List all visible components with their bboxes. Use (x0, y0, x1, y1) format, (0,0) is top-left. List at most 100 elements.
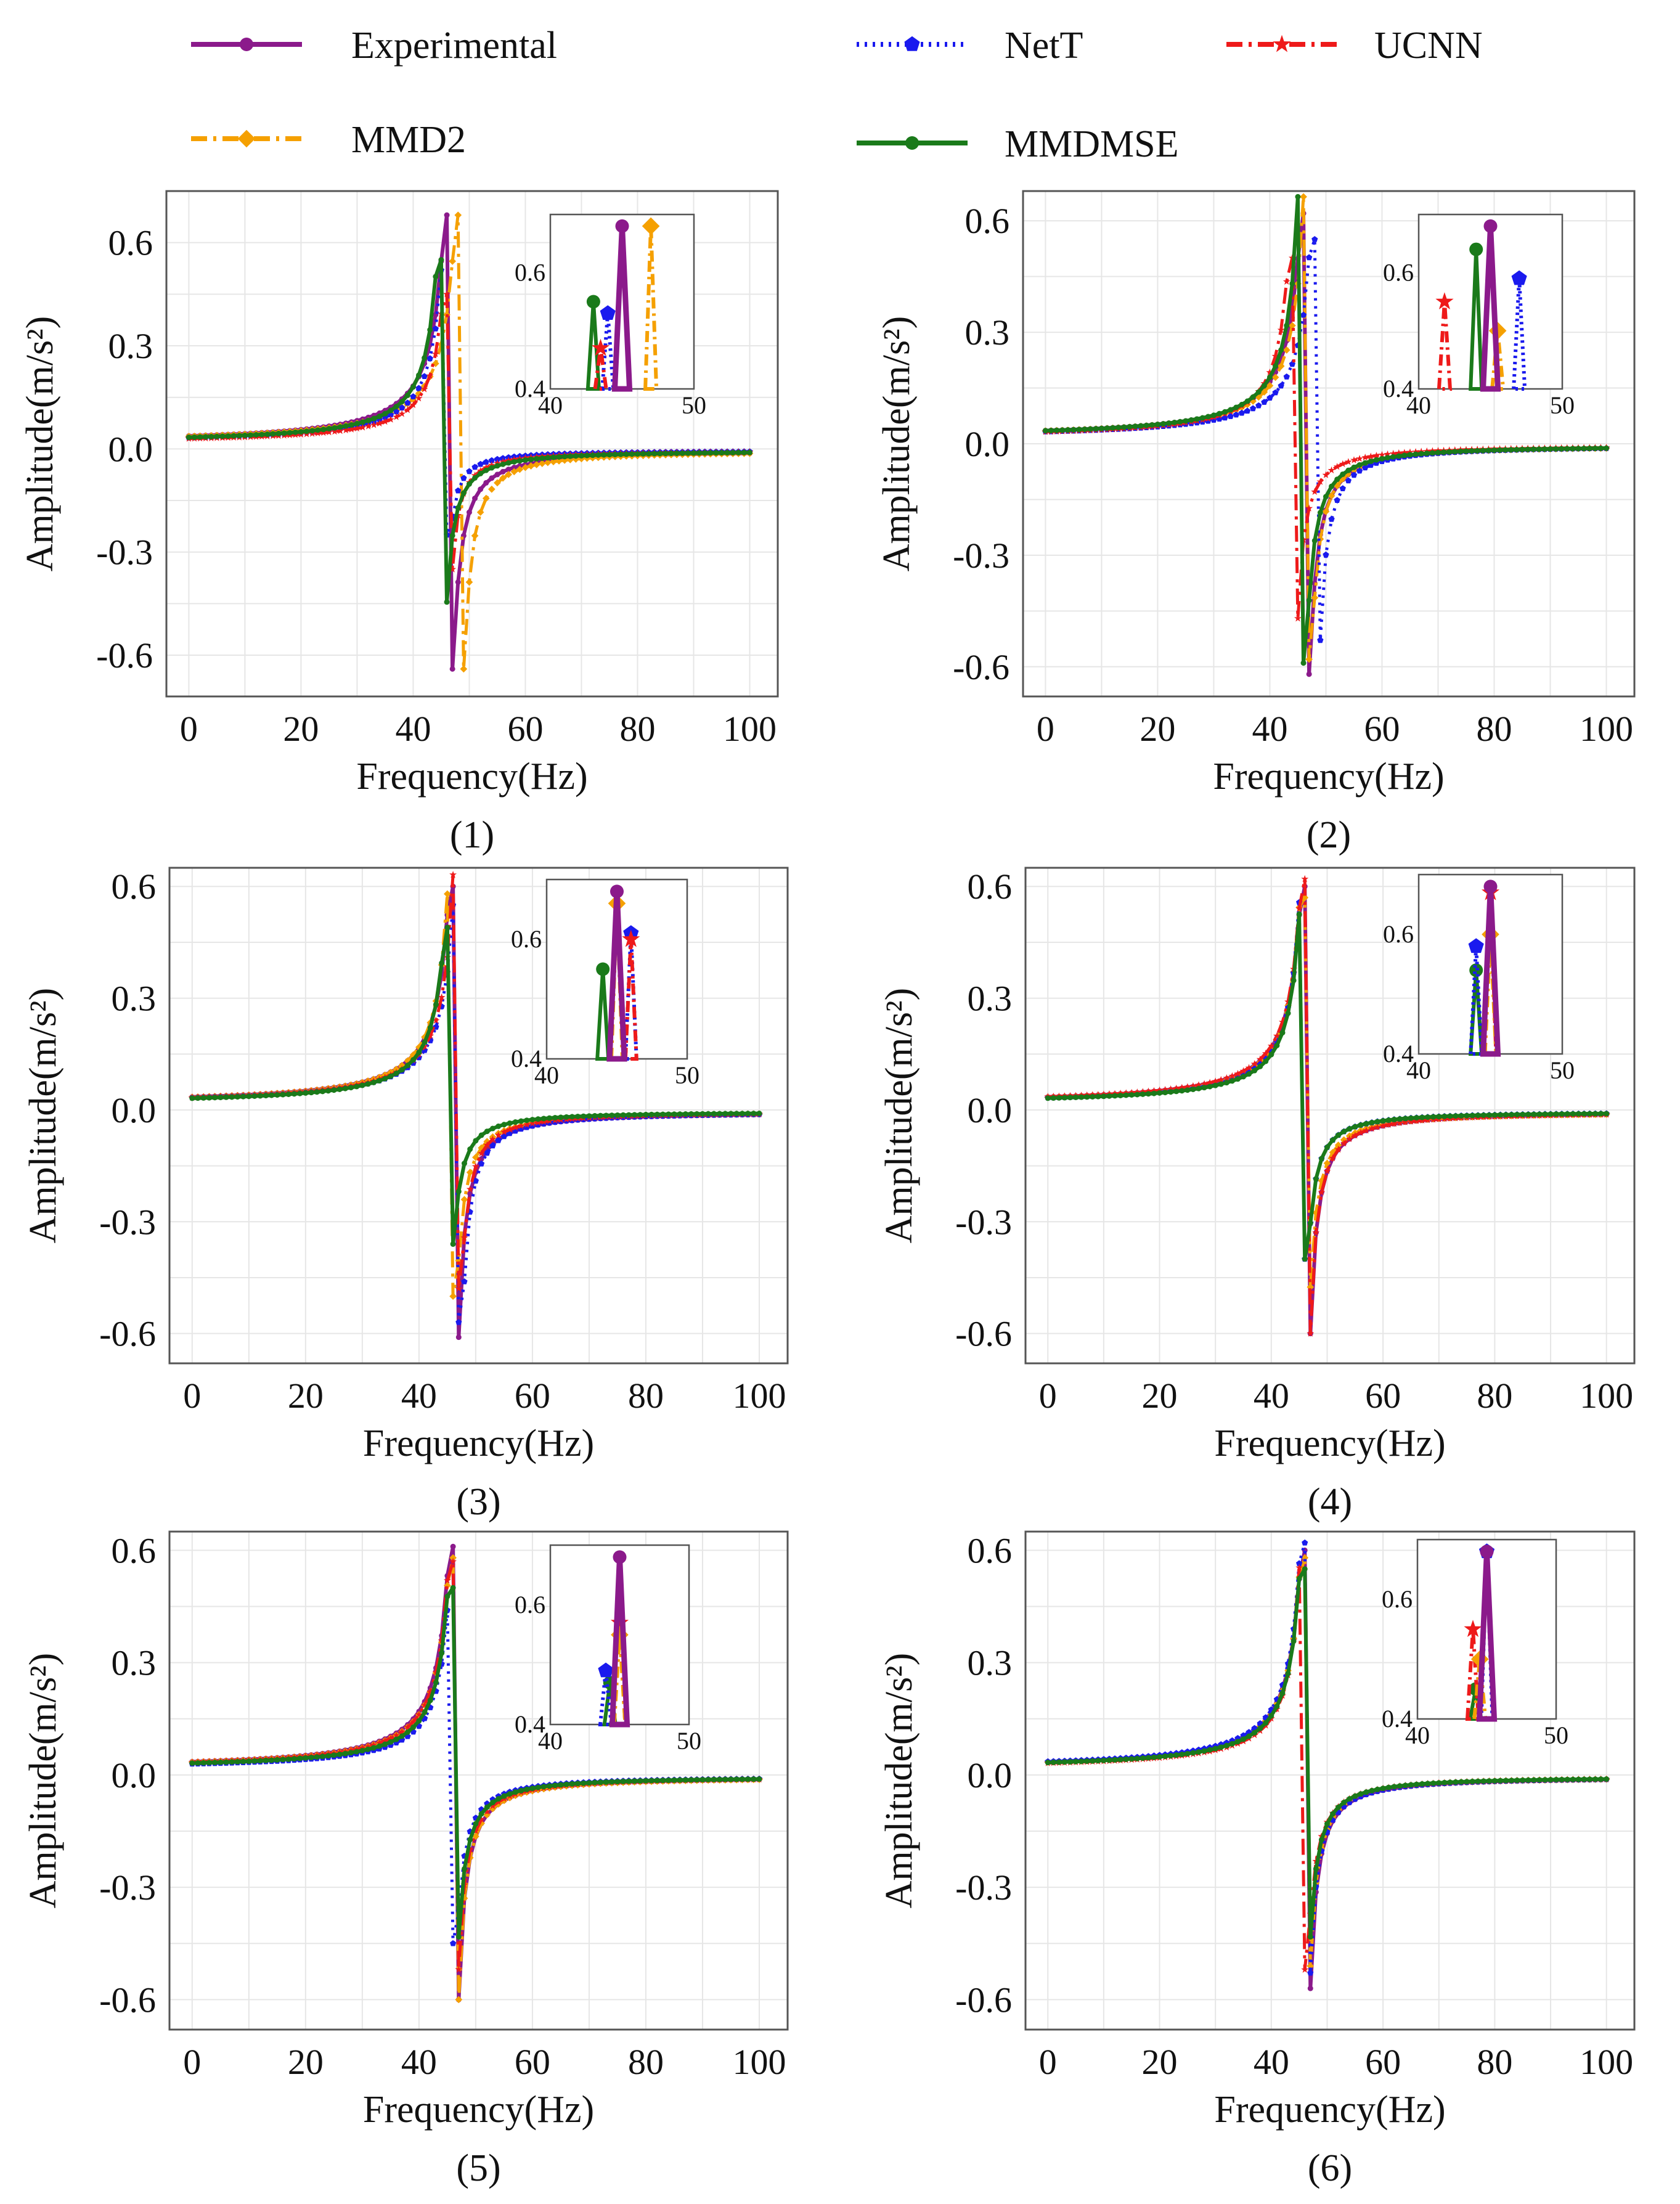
data-point (1106, 1757, 1112, 1763)
data-point (501, 1122, 507, 1128)
data-point (1195, 1081, 1202, 1088)
data-point (1339, 485, 1346, 491)
data-point (1073, 1094, 1079, 1100)
x-tick-label: 100 (1580, 709, 1633, 749)
data-point (348, 1085, 354, 1091)
data-point (529, 1786, 536, 1792)
data-point (552, 1782, 558, 1789)
data-point (609, 1779, 615, 1785)
data-point (1277, 326, 1285, 333)
inset-peak-marker (622, 929, 640, 947)
data-point (1090, 1093, 1096, 1100)
data-point (1503, 447, 1509, 453)
data-point (1453, 1113, 1459, 1119)
data-point (1294, 614, 1302, 622)
data-point (620, 1112, 626, 1118)
data-point (1218, 1081, 1224, 1087)
data-point (382, 1741, 388, 1747)
data-point (1054, 427, 1060, 433)
data-point (1271, 373, 1279, 382)
data-point (472, 475, 478, 481)
data-point (1347, 1796, 1353, 1802)
data-point (1239, 1067, 1247, 1074)
y-tick-label: 0.0 (965, 424, 1010, 464)
data-point (1218, 1744, 1224, 1750)
data-point (1206, 1079, 1214, 1086)
data-point (1395, 449, 1403, 457)
data-point (1313, 1176, 1319, 1182)
data-point (230, 433, 237, 439)
data-point (592, 1112, 598, 1119)
data-point (1323, 551, 1329, 558)
data-point (1305, 655, 1313, 663)
data-point (1194, 416, 1200, 422)
data-point (1384, 450, 1392, 458)
data-point (1257, 1063, 1263, 1069)
data-point (438, 993, 446, 1001)
data-point (1239, 401, 1245, 407)
data-point (483, 480, 489, 486)
data-point (1301, 1554, 1309, 1562)
data-point (212, 1095, 218, 1101)
inset-peak-mmdmse (595, 969, 611, 1061)
data-point (264, 431, 271, 438)
data-point (455, 1933, 462, 1940)
data-point (603, 1779, 610, 1785)
data-point (1311, 537, 1318, 544)
data-point (489, 1135, 497, 1143)
data-point (398, 1728, 406, 1735)
inset-y-tick: 0.6 (515, 1591, 545, 1618)
data-point (1234, 1069, 1242, 1077)
inset-x-tick: 40 (1406, 391, 1431, 419)
data-point (1177, 418, 1183, 425)
data-point (1430, 1114, 1437, 1120)
data-point (694, 1777, 700, 1783)
data-point (1351, 1132, 1359, 1139)
data-point (756, 1776, 762, 1782)
inset-zoom: 40 50 0.4 0.6 (1383, 213, 1575, 419)
data-point (1553, 1776, 1559, 1782)
data-point (1318, 1156, 1324, 1162)
data-point (444, 599, 450, 605)
data-point (614, 1112, 621, 1118)
data-point (1196, 1085, 1202, 1092)
chart-panel-1: 0 20 40 60 80 100 -0.6 -0.3 0.0 0.3 0.6 Frequency(H… (19, 190, 779, 856)
data-point (575, 1113, 581, 1119)
data-point (1406, 448, 1414, 455)
data-point (1223, 1080, 1229, 1086)
grid (1026, 1532, 1634, 2030)
y-tick-label: -0.3 (953, 536, 1009, 576)
data-point (535, 1116, 541, 1122)
data-point (1300, 311, 1307, 318)
data-point (1189, 1082, 1197, 1090)
data-point (1266, 374, 1273, 380)
data-point (319, 1753, 325, 1760)
data-point (1334, 497, 1340, 503)
data-point (517, 1122, 525, 1129)
data-point (1564, 446, 1570, 452)
data-point (702, 450, 708, 456)
data-point (1302, 1539, 1308, 1546)
data-point (1335, 1804, 1342, 1810)
data-point (1341, 1799, 1347, 1805)
data-point (377, 413, 383, 419)
data-point (291, 1091, 297, 1097)
data-point (393, 413, 401, 420)
data-point (1351, 464, 1357, 470)
inset-y-tick: 0.4 (1383, 1040, 1414, 1067)
data-point (359, 1747, 365, 1753)
data-point (280, 1092, 286, 1098)
data-point (421, 373, 428, 379)
data-point (1121, 424, 1127, 430)
data-point (1335, 1132, 1342, 1138)
data-point (1295, 194, 1301, 200)
data-point (1210, 412, 1217, 418)
data-point (1104, 425, 1111, 431)
data-point (1542, 1111, 1548, 1117)
data-point (529, 1122, 536, 1129)
data-point (304, 428, 310, 435)
y-axis-title: Amplitude(m/s²) (22, 988, 64, 1244)
data-point (484, 1804, 490, 1810)
data-point (550, 454, 557, 460)
inset-x-tick: 50 (1550, 391, 1575, 419)
